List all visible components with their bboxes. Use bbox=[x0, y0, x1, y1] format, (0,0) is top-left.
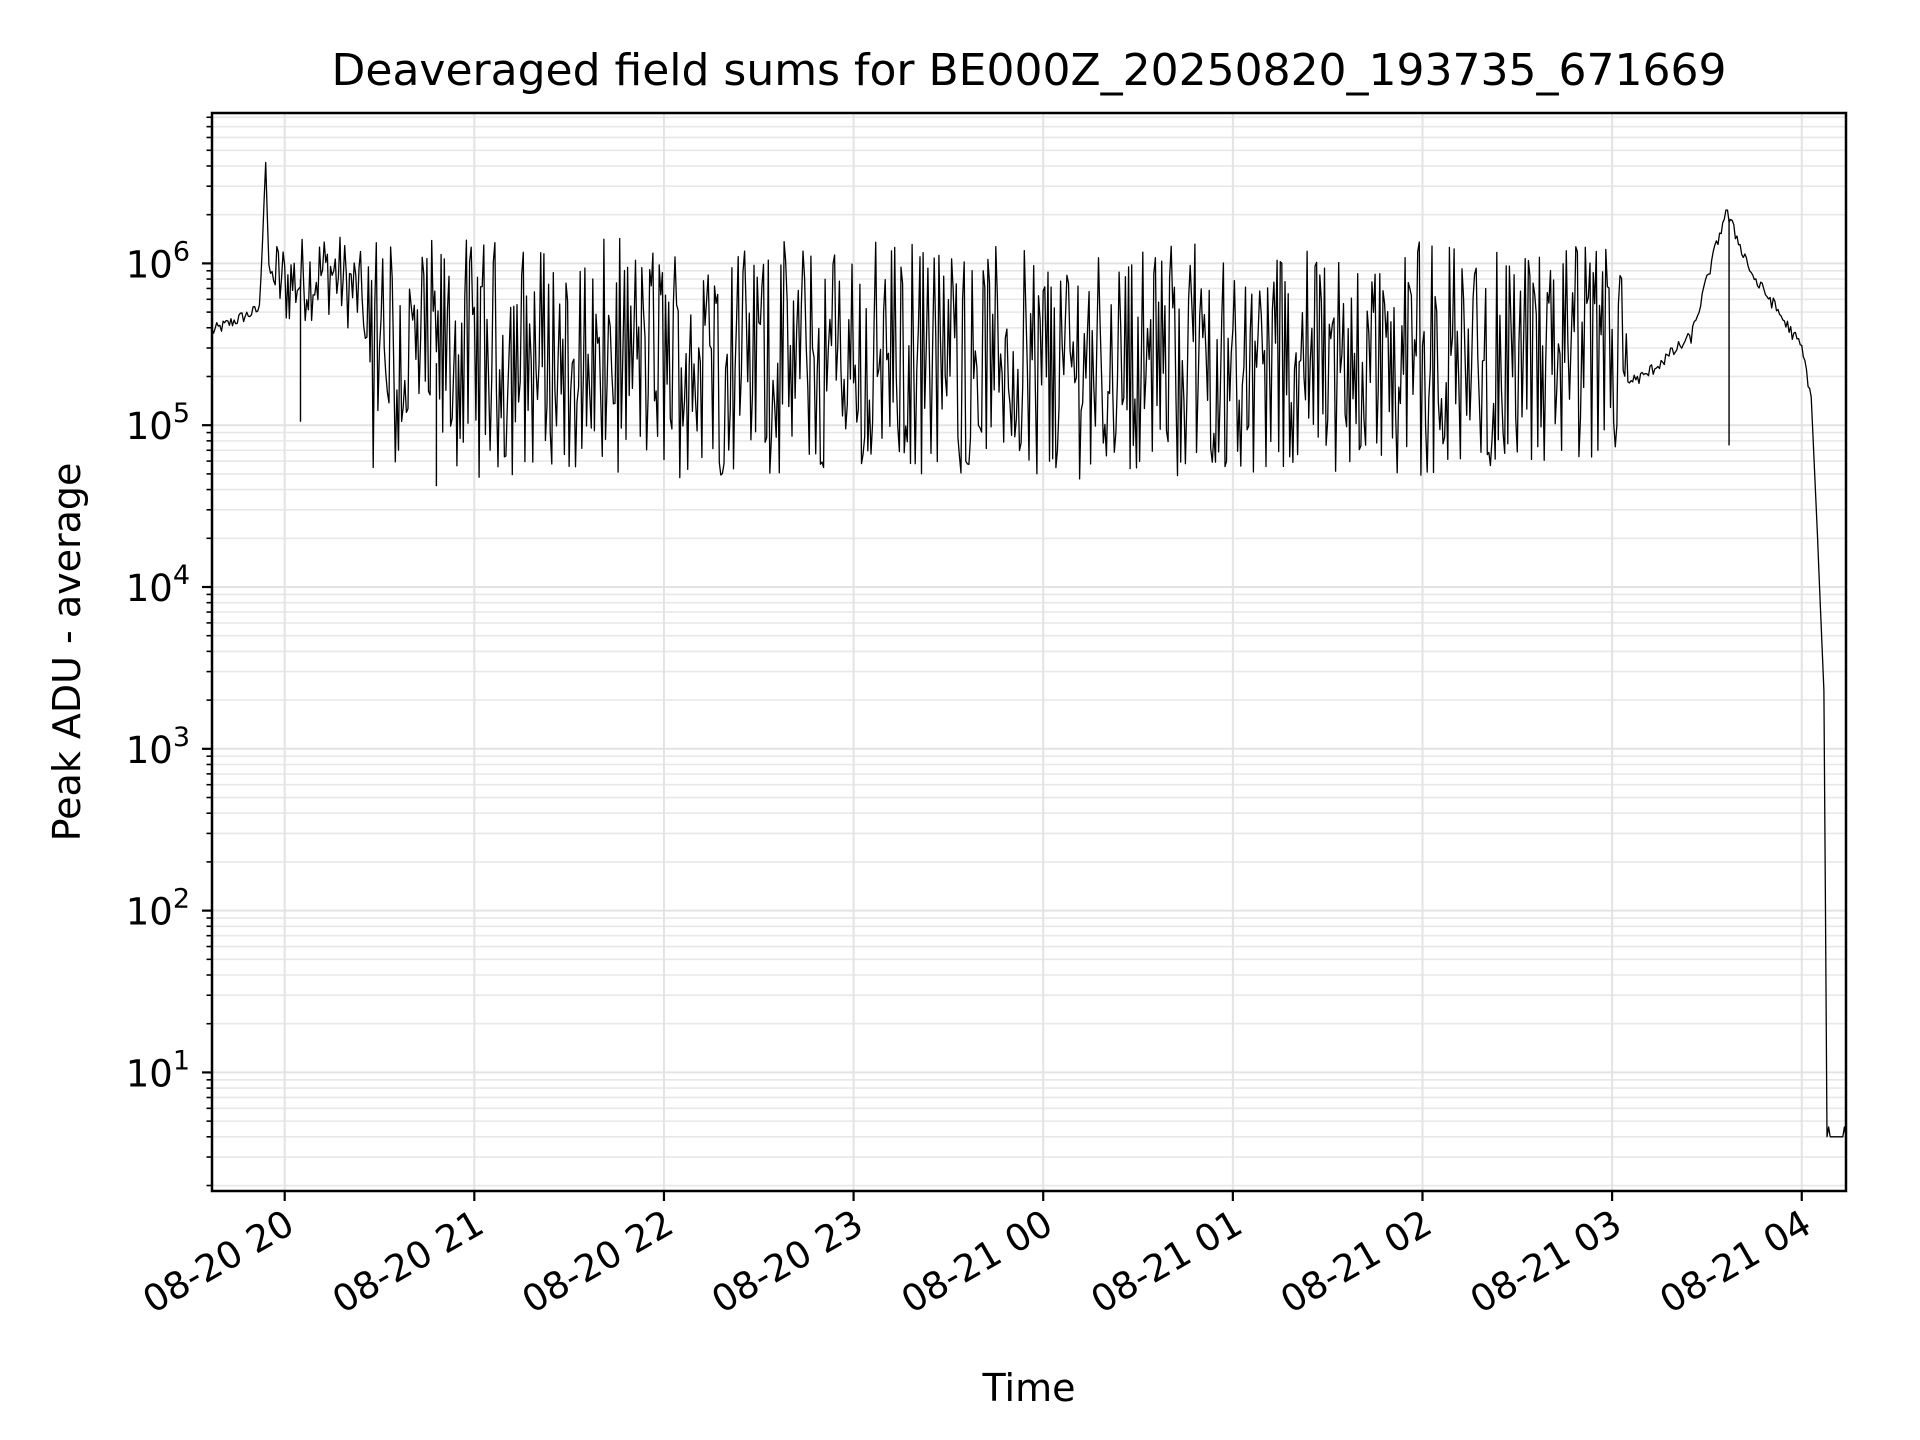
y-tick-label: 102 bbox=[126, 884, 190, 934]
series-line bbox=[211, 161, 1847, 1138]
y-tick-label: 105 bbox=[126, 398, 190, 448]
x-axis-label: Time bbox=[982, 1366, 1076, 1410]
y-tick-label: 103 bbox=[126, 722, 190, 772]
chart-title: Deaveraged field sums for BE000Z_2025082… bbox=[332, 45, 1727, 96]
y-tick-label: 106 bbox=[126, 236, 190, 286]
y-tick-label: 101 bbox=[126, 1045, 190, 1095]
data-layer bbox=[211, 161, 1847, 1138]
y-tick-label: 104 bbox=[126, 560, 190, 610]
y-axis-label: Peak ADU - average bbox=[45, 463, 89, 842]
grid-layer bbox=[212, 113, 1846, 1191]
